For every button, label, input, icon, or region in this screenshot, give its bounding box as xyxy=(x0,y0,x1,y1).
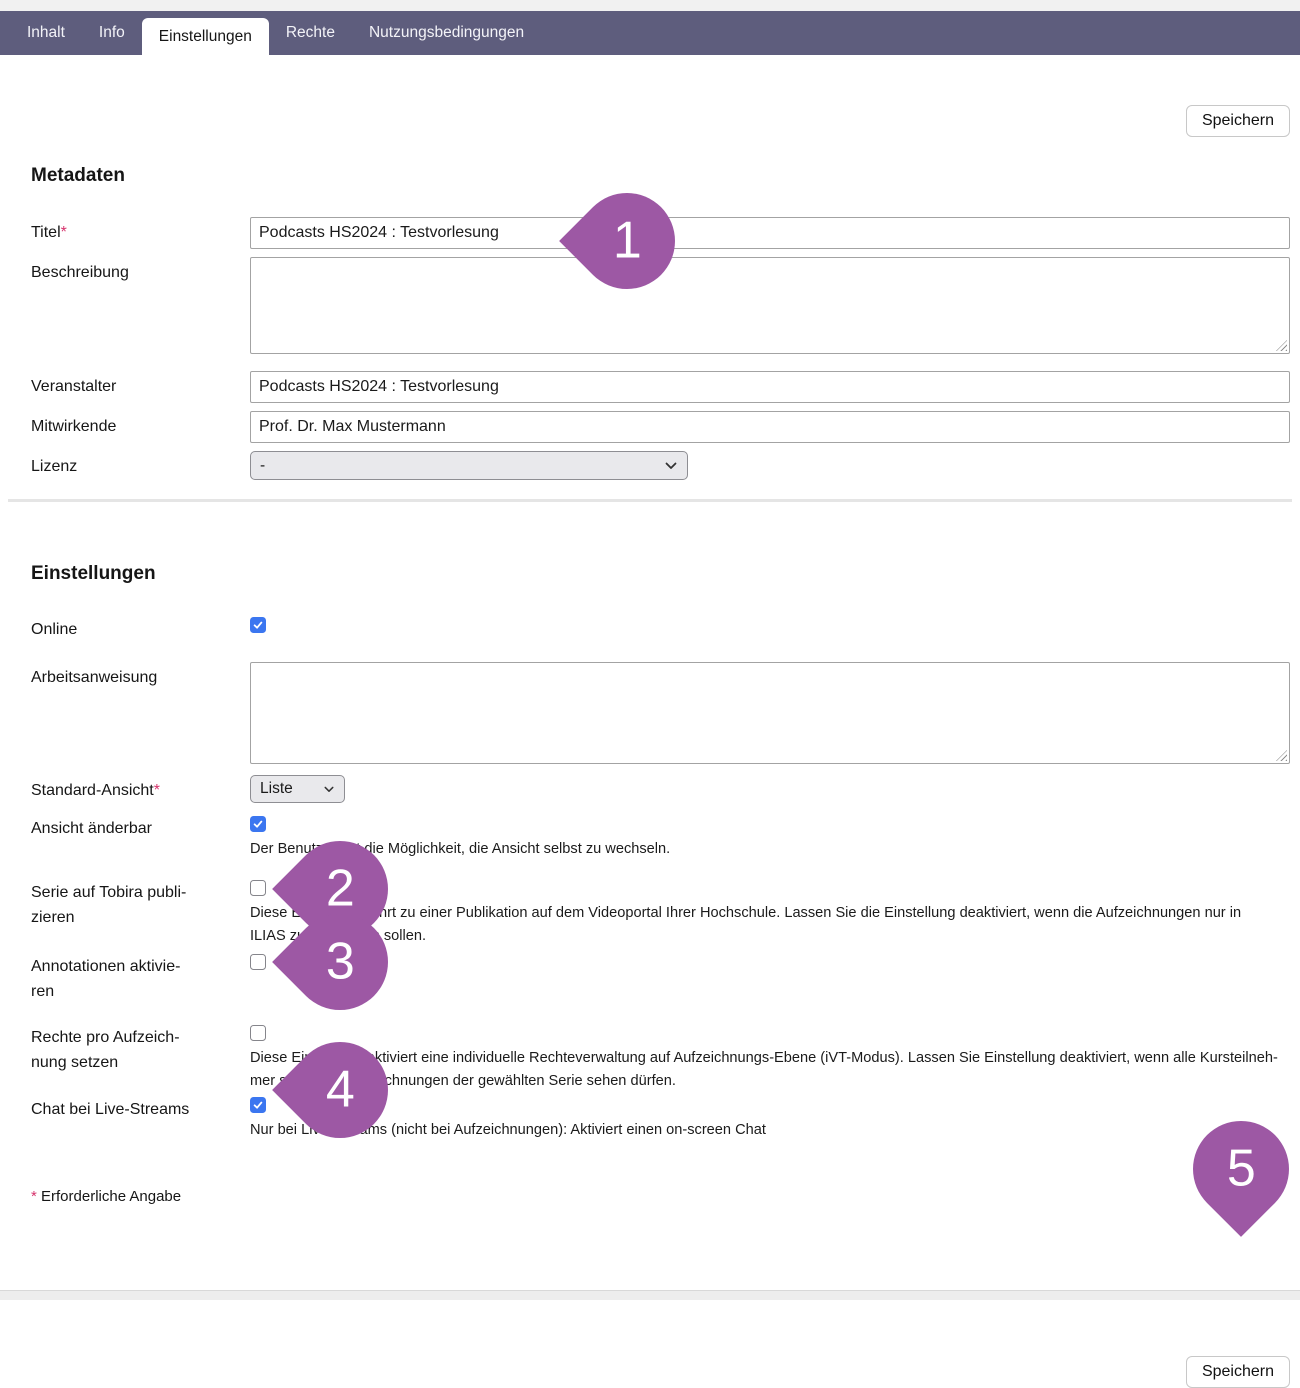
tab-bar: Inhalt Info Einstellungen Rechte Nutzung… xyxy=(0,11,1300,55)
required-note: * Erforderliche Angabe xyxy=(31,1188,1290,1205)
annotationen-checkbox[interactable] xyxy=(250,954,266,970)
check-icon xyxy=(253,1101,263,1109)
standard-ansicht-select[interactable]: Liste xyxy=(250,775,345,803)
chat-label: Chat bei Live-Streams xyxy=(31,1101,190,1118)
annotationen-row: Annotationen aktivie- ren xyxy=(31,954,1290,1004)
chat-help: Nur bei Live-Streams (nicht bei Aufzeich… xyxy=(250,1122,766,1138)
save-button-bottom[interactable]: Speichern xyxy=(1185,1356,1290,1388)
lizenz-row: Lizenz - xyxy=(31,451,1290,480)
tobira-checkbox[interactable] xyxy=(250,880,266,896)
online-checkbox[interactable] xyxy=(250,617,266,633)
titel-label: Titel* xyxy=(31,217,250,245)
resize-grip-icon[interactable] xyxy=(1276,340,1287,351)
veranstalter-input[interactable] xyxy=(250,371,1290,403)
online-row: Online xyxy=(31,617,1290,642)
rechte-pro-aufzeichnung-checkbox[interactable] xyxy=(250,1025,266,1041)
tobira-row: Serie auf Tobira publi- zieren Diese Ein… xyxy=(31,880,1290,948)
veranstalter-label: Veranstalter xyxy=(31,378,117,395)
bottom-strip xyxy=(0,1290,1300,1300)
marker-number: 1 xyxy=(612,212,642,271)
mitwirkende-row: Mitwirkende xyxy=(31,411,1290,443)
standard-ansicht-row: Standard-Ansicht* Liste xyxy=(31,775,1290,803)
tab-nutzungsbedingungen[interactable]: Nutzungsbedingungen xyxy=(368,24,525,41)
tab-einstellungen[interactable]: Einstellungen xyxy=(141,18,269,55)
marker-number: 2 xyxy=(325,860,355,919)
ansicht-aenderbar-row: Ansicht änderbar Der Benutzer hat die Mö… xyxy=(31,816,1290,861)
bottom-toolbar: Speichern xyxy=(1185,1356,1290,1388)
chevron-down-icon xyxy=(324,786,334,793)
ansicht-aenderbar-help: Der Benutzer hat die Möglichkeit, die An… xyxy=(250,841,671,857)
metadata-section-title: Metadaten xyxy=(31,165,125,186)
section-divider xyxy=(8,499,1292,502)
required-star: * xyxy=(31,1188,37,1205)
ansicht-aenderbar-label: Ansicht änderbar xyxy=(31,820,152,837)
beschreibung-textarea[interactable] xyxy=(250,257,1290,354)
lizenz-select[interactable]: - xyxy=(250,451,688,480)
veranstalter-row: Veranstalter xyxy=(31,371,1290,403)
titel-label-text: Titel xyxy=(31,224,61,241)
top-strip xyxy=(0,0,1300,11)
standard-ansicht-selected-value: Liste xyxy=(260,780,293,797)
standard-ansicht-label: Standard-Ansicht* xyxy=(31,775,250,803)
settings-section-title: Einstellungen xyxy=(31,563,156,584)
settings-page: Speichern Metadaten Titel* Beschreibung … xyxy=(0,105,1300,1388)
required-star: * xyxy=(153,782,160,799)
tab-inhalt[interactable]: Inhalt xyxy=(27,24,65,41)
arbeitsanweisung-label: Arbeitsanweisung xyxy=(31,669,158,686)
top-toolbar: Speichern xyxy=(31,105,1290,137)
mitwirkende-label: Mitwirkende xyxy=(31,418,117,435)
marker-number: 5 xyxy=(1226,1140,1256,1199)
chat-checkbox[interactable] xyxy=(250,1097,266,1113)
titel-input[interactable] xyxy=(250,217,1290,249)
chevron-down-icon xyxy=(665,462,677,470)
lizenz-selected-value: - xyxy=(260,456,266,474)
beschreibung-row: Beschreibung xyxy=(31,257,1290,354)
arbeitsanweisung-textarea[interactable] xyxy=(250,662,1290,764)
beschreibung-label: Beschreibung xyxy=(31,264,129,281)
save-button-top[interactable]: Speichern xyxy=(1185,105,1290,137)
rechte-pro-aufzeichnung-help: Diese Einstellung aktiviert eine individ… xyxy=(250,1050,1278,1089)
rechte-pro-aufzeichnung-label: Rechte pro Aufzeich- nung setzen xyxy=(31,1029,180,1071)
required-note-text: Erforderliche Angabe xyxy=(41,1188,182,1205)
chat-row: Chat bei Live-Streams Nur bei Live-Strea… xyxy=(31,1097,1290,1142)
titel-row: Titel* xyxy=(31,217,1290,249)
ansicht-aenderbar-checkbox[interactable] xyxy=(250,816,266,832)
check-icon xyxy=(253,820,263,828)
arbeitsanweisung-row: Arbeitsanweisung xyxy=(31,662,1290,764)
required-star: * xyxy=(60,224,67,241)
annotationen-label: Annotationen aktivie- ren xyxy=(31,958,181,1000)
rechte-pro-aufzeichnung-row: Rechte pro Aufzeich- nung setzen Diese E… xyxy=(31,1025,1290,1093)
online-label: Online xyxy=(31,621,78,638)
resize-grip-icon[interactable] xyxy=(1276,750,1287,761)
marker-number: 4 xyxy=(325,1061,355,1120)
marker-number: 3 xyxy=(325,933,355,992)
tobira-label: Serie auf Tobira publi- zieren xyxy=(31,884,187,926)
tab-info[interactable]: Info xyxy=(98,24,125,41)
tab-rechte[interactable]: Rechte xyxy=(285,24,335,41)
lizenz-label: Lizenz xyxy=(31,458,78,475)
check-icon xyxy=(253,621,263,629)
mitwirkende-input[interactable] xyxy=(250,411,1290,443)
tobira-help: Diese Einstellung führt zu einer Publika… xyxy=(250,905,1242,944)
standard-ansicht-label-text: Standard-Ansicht xyxy=(31,782,154,799)
